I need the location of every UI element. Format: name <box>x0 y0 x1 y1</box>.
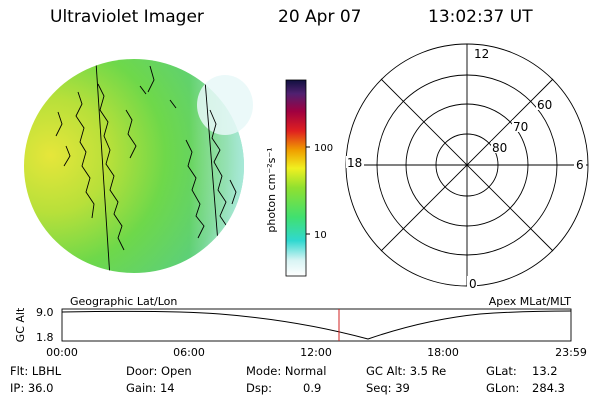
orbit-altitude-curve <box>61 310 572 340</box>
seq-value: Seq: 39 <box>366 381 410 395</box>
colorbar-tick-100: 100 <box>314 143 333 154</box>
mlt-label-18: 18 <box>347 156 362 170</box>
time-tick-2359: 23:59 <box>555 346 587 359</box>
colorbar-label: photon cm⁻²s⁻¹ <box>265 147 278 232</box>
apex-label: Apex MLat/MLT <box>489 295 572 308</box>
dsp-value: 0.9 <box>303 381 322 395</box>
time-label: 13:02:37 UT <box>428 7 533 27</box>
dsp-label: Dsp: <box>246 381 273 395</box>
gc-alt-value: GC Alt: 3.5 Re <box>366 364 447 378</box>
mlt-label-12: 12 <box>474 47 489 61</box>
mlt-label-0: 0 <box>469 277 477 291</box>
colorbar: 100 10 photon cm⁻²s⁻¹ <box>265 79 333 277</box>
glat-value: 13.2 <box>532 364 558 378</box>
alt-axis-label: GC Alt <box>14 307 27 342</box>
ip-value: IP: 36.0 <box>10 381 54 395</box>
time-tick-1800: 18:00 <box>427 346 459 359</box>
altitude-plot: Geographic Lat/Lon Apex MLat/MLT GC Alt … <box>14 295 587 359</box>
glon-value: 284.3 <box>532 381 565 395</box>
filter-value: Flt: LBHL <box>10 364 62 378</box>
meridian-line-left <box>95 61 111 273</box>
geo-label: Geographic Lat/Lon <box>70 295 177 308</box>
date-label: 20 Apr 07 <box>278 7 362 27</box>
earth-image <box>24 59 253 273</box>
lat-label-80: 80 <box>492 141 507 155</box>
glat-label: GLat: <box>486 364 517 378</box>
mlt-label-6: 6 <box>576 158 584 172</box>
alt-tick-low: 1.8 <box>36 331 54 344</box>
glon-label: GLon: <box>486 381 520 395</box>
time-tick-0000: 00:00 <box>46 346 78 359</box>
door-value: Door: Open <box>126 364 192 378</box>
colorbar-tick-10: 10 <box>314 230 327 241</box>
polar-grid <box>345 43 589 287</box>
lat-label-70: 70 <box>513 120 528 134</box>
mode-value: Mode: Normal <box>246 364 327 378</box>
lat-label-60: 60 <box>537 98 552 112</box>
app-title: Ultraviolet Imager <box>50 7 204 27</box>
alt-tick-high: 9.0 <box>36 306 54 319</box>
polar-labels: 12 6 0 18 60 70 80 <box>346 47 586 291</box>
time-tick-1200: 12:00 <box>300 346 332 359</box>
gain-value: Gain: 14 <box>126 381 175 395</box>
time-tick-0600: 06:00 <box>173 346 205 359</box>
